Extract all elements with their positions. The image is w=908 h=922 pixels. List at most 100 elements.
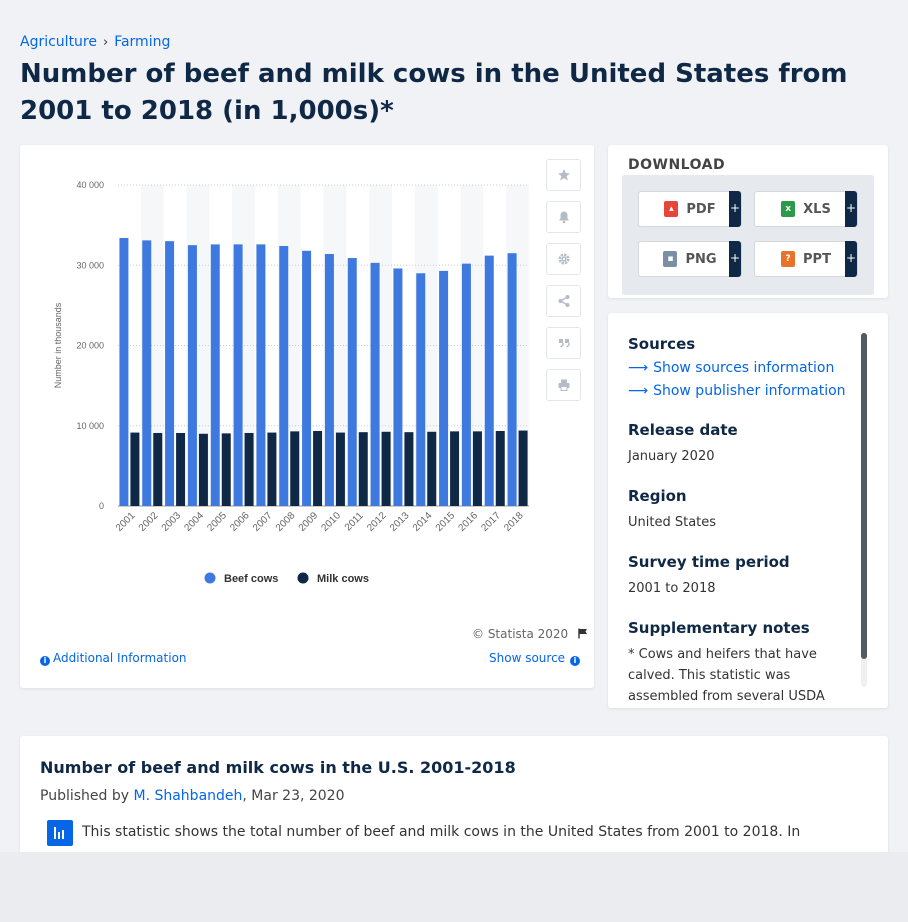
xls-file-icon: x bbox=[781, 201, 795, 217]
supplementary-notes-heading: Supplementary notes bbox=[628, 619, 856, 637]
beef-cows-bar bbox=[508, 253, 517, 506]
milk-cows-bar bbox=[222, 433, 231, 506]
x-tick-label: 2008 bbox=[274, 510, 298, 534]
bell-icon[interactable] bbox=[546, 201, 581, 233]
show-publisher-link[interactable]: ⟶ Show publisher information bbox=[628, 383, 856, 399]
milk-cows-bar bbox=[496, 431, 505, 506]
arrow-right-icon: ⟶ bbox=[628, 360, 648, 376]
share-icon[interactable] bbox=[546, 285, 581, 317]
published-date: , Mar 23, 2020 bbox=[242, 788, 344, 804]
ppt-download-button[interactable]: ? PPT bbox=[754, 241, 858, 277]
supplementary-notes-value: * Cows and heifers that have calved. Thi… bbox=[628, 644, 856, 708]
png-download-button[interactable]: ▪ PNG bbox=[638, 241, 742, 277]
breadcrumb-agriculture[interactable]: Agriculture bbox=[20, 34, 97, 50]
beef-cows-bar bbox=[188, 245, 197, 506]
chart-copyright: © Statista 2020 bbox=[472, 627, 588, 642]
survey-period-value: 2001 to 2018 bbox=[628, 578, 856, 599]
milk-cows-bar bbox=[245, 433, 254, 506]
gear-icon[interactable] bbox=[546, 243, 581, 275]
png-plus-icon[interactable]: + bbox=[729, 241, 741, 277]
flag-icon[interactable] bbox=[578, 628, 588, 642]
release-date-heading: Release date bbox=[628, 421, 856, 439]
milk-cows-bar bbox=[359, 432, 368, 506]
milk-cows-bar bbox=[176, 433, 185, 506]
description-card: Number of beef and milk cows in the U.S.… bbox=[20, 736, 888, 866]
pdf-plus-icon[interactable]: + bbox=[729, 191, 741, 227]
milk-cows-bar bbox=[153, 433, 162, 506]
x-tick-label: 2018 bbox=[502, 510, 526, 534]
xls-download-button[interactable]: x XLS bbox=[754, 191, 858, 227]
quote-icon[interactable] bbox=[546, 327, 581, 359]
x-tick-label: 2017 bbox=[479, 510, 503, 534]
chart-card: 0 10 000 20 000 30 000 40 000 Number in thous… bbox=[20, 145, 594, 688]
y-tick-label: 20 000 bbox=[76, 341, 104, 351]
release-date-value: January 2020 bbox=[628, 446, 856, 467]
info-icon: i bbox=[570, 656, 580, 666]
additional-information-link[interactable]: i Additional Information bbox=[40, 651, 187, 666]
x-tick-label: 2014 bbox=[411, 510, 435, 534]
statistic-icon bbox=[47, 820, 73, 846]
description-title: Number of beef and milk cows in the U.S.… bbox=[40, 758, 516, 777]
author-link[interactable]: M. Shahbandeh bbox=[133, 788, 242, 804]
show-sources-label: Show sources information bbox=[653, 360, 834, 376]
beef-cows-bar bbox=[211, 244, 220, 506]
xls-label: XLS bbox=[803, 202, 831, 217]
milk-cows-bar bbox=[450, 431, 459, 506]
milk-cows-bar bbox=[519, 431, 528, 506]
beef-cows-bar bbox=[256, 244, 265, 506]
star-icon[interactable] bbox=[546, 159, 581, 191]
region-value: United States bbox=[628, 512, 856, 533]
beef-cows-bar bbox=[165, 241, 174, 506]
x-tick-label: 2005 bbox=[205, 510, 229, 534]
show-sources-link[interactable]: ⟶ Show sources information bbox=[628, 360, 856, 376]
x-tick-label: 2013 bbox=[388, 510, 412, 534]
x-tick-label: 2001 bbox=[114, 510, 138, 534]
x-tick-label: 2010 bbox=[320, 510, 344, 534]
page-title: Number of beef and milk cows in the Unit… bbox=[20, 56, 880, 130]
show-source-link[interactable]: Show source i bbox=[489, 651, 580, 666]
breadcrumb-farming[interactable]: Farming bbox=[114, 34, 170, 50]
legend-milk-cows-label: Milk cows bbox=[317, 573, 369, 585]
ppt-plus-icon[interactable]: + bbox=[845, 241, 857, 277]
y-tick-label: 30 000 bbox=[76, 260, 104, 270]
y-tick-label: 10 000 bbox=[76, 421, 104, 431]
pdf-download-button[interactable]: ▴ PDF bbox=[638, 191, 742, 227]
beef-cows-bar bbox=[325, 254, 334, 506]
beef-cows-bar bbox=[302, 251, 311, 506]
x-tick-label: 2006 bbox=[228, 510, 252, 534]
download-title: DOWNLOAD bbox=[628, 157, 725, 173]
beef-cows-bar bbox=[279, 246, 288, 506]
milk-cows-bar bbox=[427, 432, 436, 506]
show-source-label: Show source bbox=[489, 651, 565, 665]
beef-cows-bar bbox=[393, 268, 402, 506]
info-scrollbar[interactable] bbox=[861, 333, 867, 687]
arrow-right-icon: ⟶ bbox=[628, 383, 648, 399]
y-axis-title: Number in thousands bbox=[53, 302, 63, 388]
info-scrollbar-thumb[interactable] bbox=[861, 333, 867, 659]
beef-cows-bar bbox=[234, 244, 243, 506]
legend-milk-cows-marker bbox=[298, 573, 309, 584]
milk-cows-bar bbox=[130, 433, 139, 506]
x-tick-label: 2016 bbox=[457, 510, 481, 534]
ppt-label: PPT bbox=[803, 252, 831, 267]
breadcrumb-separator: › bbox=[103, 35, 108, 50]
pdf-file-icon: ▴ bbox=[664, 201, 678, 217]
xls-plus-icon[interactable]: + bbox=[845, 191, 857, 227]
x-tick-label: 2015 bbox=[434, 510, 458, 534]
milk-cows-bar bbox=[199, 434, 208, 506]
beef-cows-bar bbox=[462, 264, 471, 506]
breadcrumb: Agriculture › Farming bbox=[20, 34, 170, 50]
beef-cows-bar bbox=[348, 258, 357, 506]
region-heading: Region bbox=[628, 487, 856, 505]
sources-heading: Sources bbox=[628, 335, 856, 353]
description-text: This statistic shows the total number of… bbox=[82, 824, 800, 840]
png-label: PNG bbox=[685, 252, 716, 267]
y-tick-label: 40 000 bbox=[76, 180, 104, 190]
x-tick-label: 2004 bbox=[183, 510, 207, 534]
milk-cows-bar bbox=[382, 432, 391, 506]
beef-cows-bar bbox=[439, 271, 448, 506]
info-icon: i bbox=[40, 656, 50, 666]
milk-cows-bar bbox=[336, 433, 345, 506]
chart-toolbar bbox=[546, 159, 582, 411]
print-icon[interactable] bbox=[546, 369, 581, 401]
